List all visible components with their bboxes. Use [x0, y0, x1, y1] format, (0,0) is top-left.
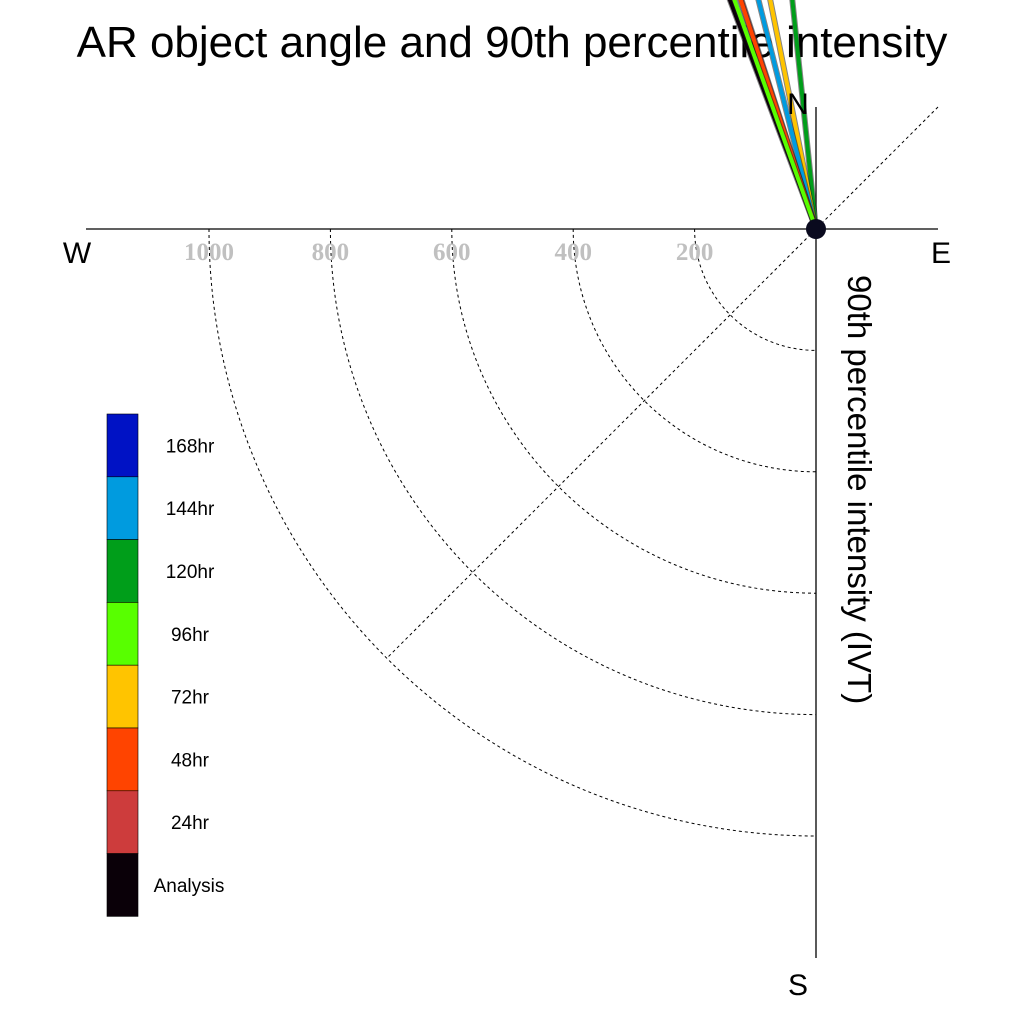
legend-swatch	[106, 539, 139, 603]
grid-diagonal	[386, 106, 939, 659]
compass-east: E	[931, 237, 951, 270]
vector-96hr	[732, 0, 818, 231]
vector-120hr	[790, 0, 818, 231]
legend-label: 96hr	[171, 625, 210, 646]
tick-label: 200	[676, 239, 714, 266]
chart-title: AR object angle and 90th percentile inte…	[77, 18, 948, 67]
grid-arc	[451, 228, 817, 594]
tick-label: 1000	[184, 239, 234, 266]
legend-swatch	[106, 727, 139, 792]
vector-72hr	[768, 0, 818, 231]
legend-swatch	[106, 476, 139, 540]
grid-arc	[208, 228, 817, 837]
tick-label: 400	[554, 239, 592, 266]
compass-north: N	[787, 88, 809, 121]
legend-label: 72hr	[171, 688, 210, 709]
legend-swatch	[106, 853, 139, 917]
grid	[208, 106, 939, 837]
axes	[86, 107, 938, 958]
compass-west: W	[63, 237, 92, 270]
compass-south: S	[788, 969, 808, 1002]
tick-label: 800	[312, 239, 350, 266]
legend-swatch	[106, 413, 139, 478]
series-vectors	[726, 0, 819, 232]
origin-marker	[806, 219, 826, 239]
tick-label: 600	[433, 239, 471, 266]
legend-swatch	[106, 602, 139, 666]
vector-144hr	[756, 0, 818, 231]
grid-arc	[572, 228, 817, 473]
radial-axis-label: 90th percentile intensity (IVT)	[841, 275, 878, 704]
grid-arc	[329, 228, 817, 716]
legend-label: 48hr	[171, 750, 210, 771]
legend-label: 24hr	[171, 813, 210, 834]
grid-arc	[694, 228, 817, 351]
legend-label: 168hr	[166, 436, 215, 457]
legend-swatch	[106, 664, 139, 729]
legend-swatch	[106, 790, 139, 854]
legend-label: Analysis	[154, 876, 225, 897]
legend-label: 120hr	[166, 562, 215, 583]
legend: 168hr 144hr 120hr 96hr 72hr 48hr 24hr Analysis	[106, 413, 225, 917]
radial-ticks: 1000 800 600 400 200	[184, 239, 713, 266]
legend-label: 144hr	[166, 499, 215, 520]
